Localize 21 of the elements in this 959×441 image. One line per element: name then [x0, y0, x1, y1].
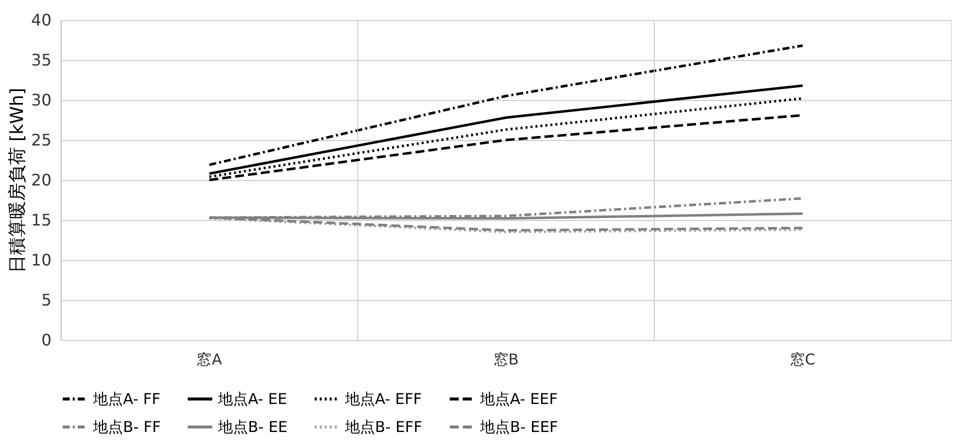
x-tick-label: 窓A [196, 350, 223, 368]
y-axis-title: 日積算暖房負荷 [kWh] [7, 88, 28, 274]
y-tick-label: 40 [31, 10, 52, 30]
legend-label: 地点B- EEF [479, 418, 558, 436]
legend-label: 地点B- EFF [344, 418, 422, 436]
x-tick-label: 窓B [493, 350, 519, 368]
legend-label: 地点A- FF [92, 390, 160, 408]
y-tick-label: 25 [31, 130, 52, 150]
y-tick-label: 35 [31, 50, 52, 70]
y-tick-label: 5 [41, 290, 52, 310]
y-tick-label: 10 [31, 250, 52, 270]
y-tick-label: 30 [31, 90, 52, 110]
y-tick-label: 20 [31, 170, 52, 190]
legend-label: 地点B- EE [217, 418, 288, 436]
legend-label: 地点A- EE [217, 390, 288, 408]
legend-label: 地点B- FF [92, 418, 161, 436]
y-tick-label: 15 [31, 210, 52, 230]
x-tick-label: 窓C [790, 350, 816, 368]
legend-label: 地点A- EFF [344, 390, 422, 408]
y-tick-label: 0 [41, 330, 52, 350]
legend-label: 地点A- EEF [479, 390, 558, 408]
